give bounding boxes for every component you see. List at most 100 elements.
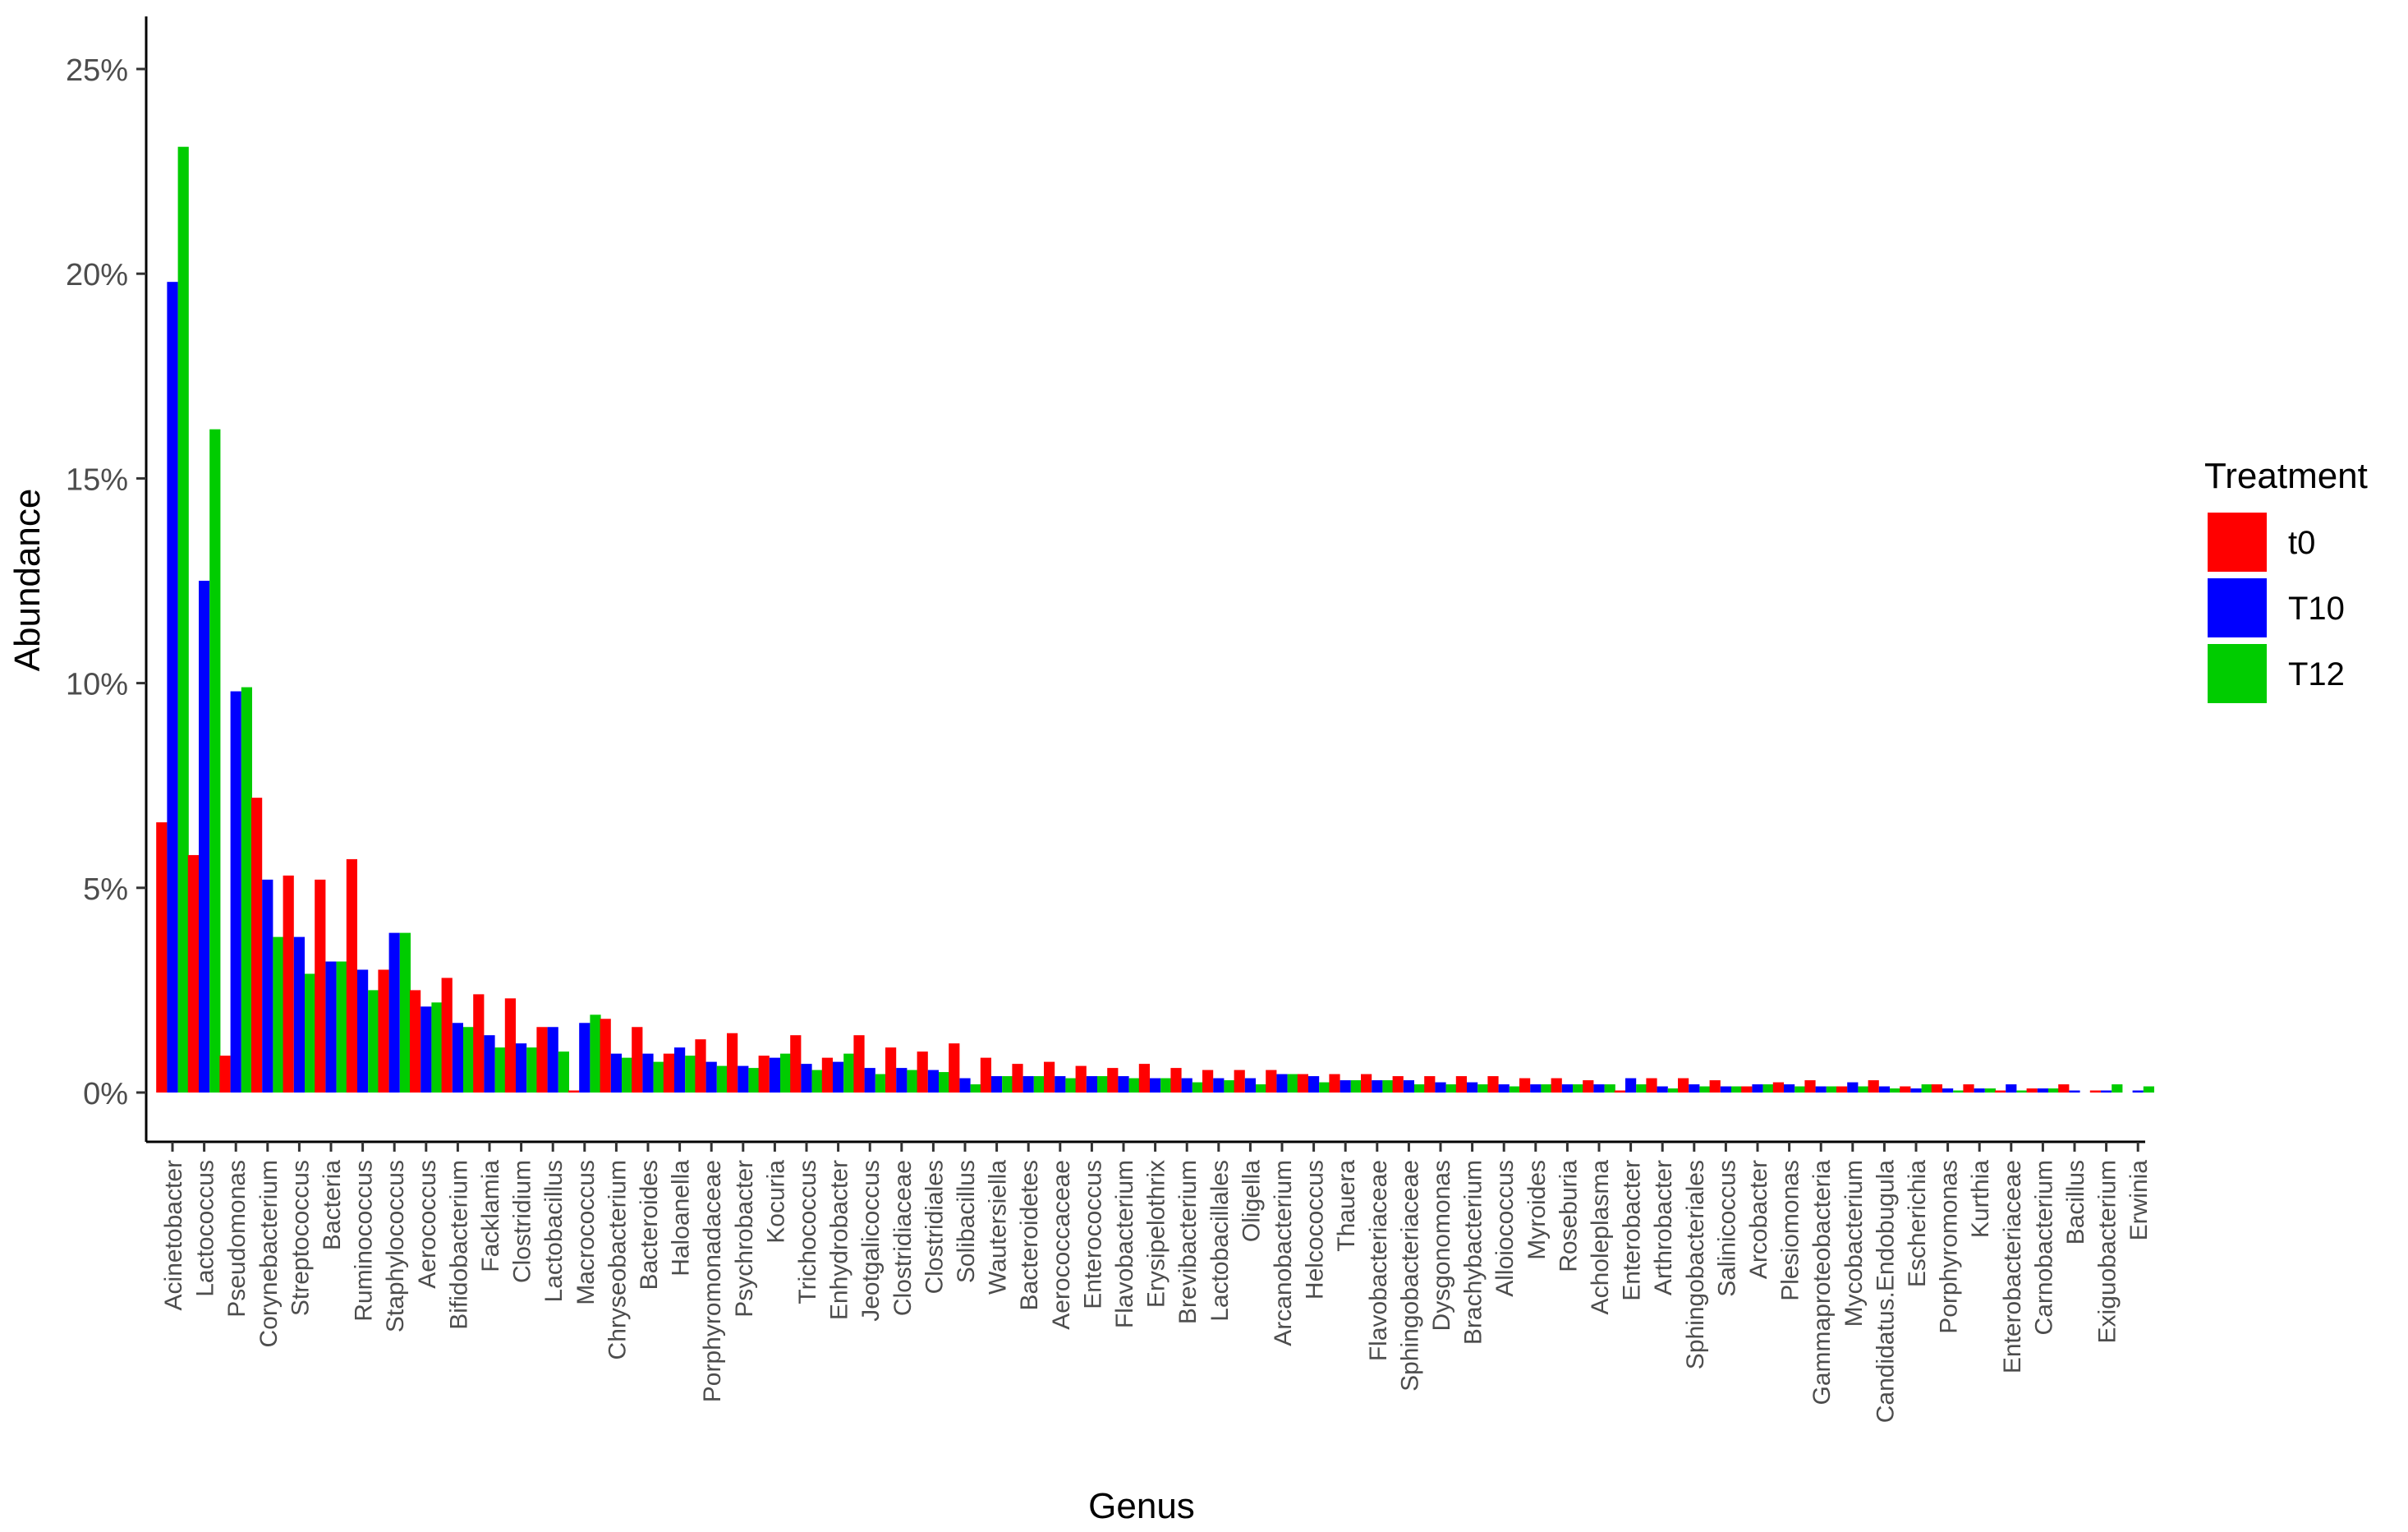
bar-T10-Lactobacillus	[547, 1027, 558, 1093]
bar-T12-Aerococcaceae	[1065, 1078, 1077, 1093]
x-axis-title: Genus	[1088, 1486, 1195, 1526]
bar-T10-Arthrobacter	[1657, 1086, 1668, 1093]
x-tick-label: Corynebacterium	[255, 1160, 283, 1347]
bar-T10-Brevibacterium	[1181, 1078, 1193, 1093]
bar-T10-Solibacillus	[959, 1078, 971, 1093]
bar-T10-Dysgonomonas	[1435, 1082, 1446, 1093]
x-tick-label: Enterococcus	[1079, 1160, 1106, 1309]
x-tick-label: Aerococcaceae	[1048, 1160, 1075, 1330]
x-tick-label: Aerococcus	[414, 1160, 441, 1289]
bar-t0-Kocuria	[758, 1056, 770, 1093]
bar-t0-Enterococcus	[1075, 1065, 1087, 1093]
bar-T12-Plesiomonas	[1795, 1086, 1806, 1093]
x-tick-label: Lactococcus	[192, 1160, 219, 1297]
x-tick-label: Flavobacteriaceae	[1365, 1160, 1392, 1361]
x-tick-label: Bifidobacterium	[445, 1160, 472, 1330]
y-ticks-layer: 0% 5% 10% 15% 20% 25%	[66, 53, 146, 1111]
bar-t0-Candidatus.Endobugula	[1868, 1080, 1879, 1093]
bar-T10-Macrococcus	[579, 1023, 591, 1093]
y-axis-title: Abundance	[7, 489, 48, 672]
bar-T12-Kocuria	[780, 1053, 792, 1093]
bar-T12-Dysgonomonas	[1445, 1084, 1457, 1093]
bar-T12-Jeotgalicoccus	[875, 1074, 886, 1093]
legend-label-T12: T12	[2288, 656, 2345, 692]
bar-T12-Facklamia	[494, 1047, 506, 1093]
x-tick-label: Clostridium	[509, 1160, 536, 1283]
bar-t0-Bacteroides	[632, 1027, 643, 1093]
bar-t0-Clostridium	[504, 998, 516, 1093]
x-tick-label: Kurthia	[1967, 1160, 1994, 1238]
bar-t0-Wautersiella	[980, 1057, 991, 1093]
bar-T12-Flavobacterium	[1128, 1078, 1140, 1093]
x-tick-label: Erwinia	[2125, 1160, 2153, 1241]
bar-T10-Salinicoccus	[1720, 1086, 1731, 1093]
bar-t0-Lactobacillales	[1202, 1070, 1214, 1093]
bar-t0-Exiguobacterium	[2089, 1090, 2101, 1093]
bar-T12-Myroides	[1541, 1084, 1552, 1093]
bar-T10-Helcococcus	[1308, 1076, 1320, 1093]
bar-T10-Acholeplasma	[1593, 1084, 1605, 1093]
bar-T12-Haloanella	[685, 1056, 696, 1093]
bar-T10-Erysipelothrix	[1150, 1078, 1161, 1093]
bar-T12-Enterobacter	[1636, 1084, 1647, 1093]
bar-t0-Porphyromonas	[1931, 1084, 1942, 1093]
bar-T12-Arcobacter	[1762, 1084, 1774, 1093]
bar-T10-Jeotgalicoccus	[864, 1068, 875, 1093]
x-tick-label: Alloiococcus	[1491, 1160, 1519, 1297]
bar-T10-Enhydrobacter	[833, 1061, 844, 1093]
x-tick-label: Carnobacterium	[2030, 1160, 2057, 1335]
bar-T12-Clostridiaceae	[907, 1070, 918, 1093]
bars-layer	[156, 146, 2154, 1093]
x-tick-label: Solibacillus	[953, 1160, 980, 1283]
bar-t0-Plesiomonas	[1772, 1082, 1784, 1093]
bar-T12-Enhydrobacter	[843, 1053, 855, 1093]
x-tick-label: Roseburia	[1555, 1160, 1582, 1272]
bar-T10-Pseudomonas	[230, 691, 241, 1093]
bar-t0-Macrococcus	[568, 1090, 580, 1093]
bar-T10-Kurthia	[1974, 1088, 1985, 1093]
bar-T10-Mycobacterium	[1847, 1082, 1859, 1093]
bar-t0-Sphingobacteriaceae	[1392, 1076, 1404, 1093]
x-tick-label: Pseudomonas	[223, 1160, 250, 1318]
bar-t0-Brachybacterium	[1455, 1076, 1467, 1093]
bar-T12-Erysipelothrix	[1160, 1078, 1172, 1093]
x-tick-label: Sphingobacteriales	[1682, 1160, 1709, 1369]
bar-T12-Exiguobacterium	[2112, 1084, 2123, 1093]
x-tick-label: Candidatus.Endobugula	[1872, 1160, 1899, 1424]
x-tick-label: Trichococcus	[794, 1160, 821, 1304]
bar-t0-Aerococcaceae	[1044, 1061, 1055, 1093]
x-tick-label: Helcococcus	[1302, 1160, 1329, 1300]
bar-T10-Candidatus.Endobugula	[1878, 1086, 1890, 1093]
x-tick-label: Gammaproteobacteria	[1808, 1160, 1836, 1405]
legend-title: Treatment	[2204, 456, 2368, 496]
bar-T12-Bacteroidetes	[1033, 1076, 1045, 1093]
bar-T12-Roseburia	[1573, 1084, 1584, 1093]
bar-T12-Candidatus.Endobugula	[1890, 1088, 1901, 1093]
x-tick-label: Haloanella	[668, 1160, 695, 1277]
bar-t0-Bacillus	[2058, 1084, 2070, 1093]
bar-T12-Corynebacterium	[273, 936, 284, 1093]
x-tick-label: Bacteria	[319, 1160, 346, 1250]
bar-t0-Haloanella	[663, 1053, 674, 1093]
bar-t0-Pseudomonas	[219, 1056, 231, 1093]
bar-T10-Sphingobacteriales	[1689, 1084, 1700, 1093]
bar-t0-Trichococcus	[790, 1035, 802, 1093]
bar-t0-Flavobacteriaceae	[1361, 1074, 1372, 1093]
bar-T10-Facklamia	[484, 1035, 495, 1093]
bar-T10-Roseburia	[1561, 1084, 1573, 1093]
x-tick-label: Arcobacter	[1745, 1160, 1772, 1279]
bar-t0-Bacteroidetes	[1012, 1064, 1023, 1093]
bar-T10-Escherichia	[1910, 1088, 1922, 1093]
bar-T10-Enterococcus	[1086, 1076, 1097, 1093]
x-tick-label: Sphingobacteriaceae	[1396, 1160, 1423, 1392]
x-tick-label: Kocuria	[762, 1160, 789, 1244]
x-tick-label: Psychrobacter	[731, 1160, 758, 1318]
bar-t0-Arcobacter	[1741, 1086, 1753, 1093]
bar-T12-Enterobacteriaceae	[2016, 1090, 2028, 1093]
x-tick-label: Clostridiaceae	[889, 1160, 917, 1316]
bar-T10-Porphyromonadaceae	[705, 1061, 717, 1093]
x-tick-label: Myroides	[1523, 1160, 1551, 1260]
x-tick-label: Facklamia	[477, 1160, 504, 1272]
x-tick-label: Oligella	[1238, 1160, 1265, 1242]
bar-T10-Clostridiaceae	[896, 1068, 908, 1093]
